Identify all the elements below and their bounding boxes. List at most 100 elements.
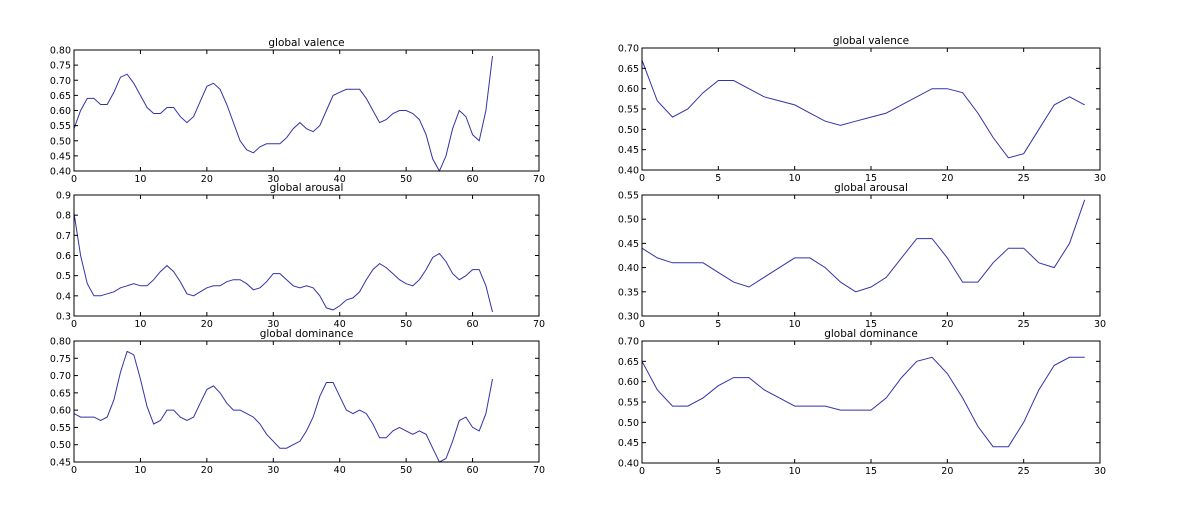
y-tick-label: 0.8 — [56, 211, 71, 222]
x-tick-label: 70 — [533, 319, 545, 330]
series-line — [641, 199, 1086, 293]
y-tick-label: 0.75 — [50, 354, 71, 365]
subplot-title: global valence — [268, 37, 344, 49]
y-tick-label: 0.60 — [618, 84, 639, 95]
series-line — [73, 350, 493, 463]
x-tick-label: 20 — [201, 174, 213, 185]
x-tick-label: 15 — [865, 319, 877, 330]
subplot-title: global dominance — [260, 328, 354, 340]
y-tick-label: 0.55 — [50, 423, 71, 434]
y-tick-label: 0.30 — [618, 312, 639, 323]
y-tick-label: 0.65 — [50, 91, 71, 102]
x-tick-label: 30 — [1094, 173, 1106, 184]
x-tick-label: 20 — [201, 319, 213, 330]
y-tick-label: 0.9 — [56, 191, 71, 202]
y-tick-label: 0.45 — [50, 151, 71, 162]
y-tick-label: 0.45 — [618, 145, 639, 156]
y-tick-label: 0.60 — [50, 406, 71, 417]
series-line — [641, 60, 1085, 159]
y-tick-label: 0.50 — [618, 125, 639, 136]
axes-frame — [73, 340, 540, 463]
y-tick-label: 0.80 — [50, 337, 71, 348]
subplot-4: 0 5 10 15 20 25 30 0.40 0.45 0.50 0.55 0.60 0.65 0.70… — [618, 35, 1106, 184]
y-tick-label: 0.50 — [618, 418, 639, 429]
x-tick-label: 50 — [400, 174, 412, 185]
x-tick-label: 5 — [715, 173, 721, 184]
x-tick-label: 5 — [715, 466, 721, 477]
x-tick-label: 25 — [1018, 173, 1030, 184]
x-tick-label: 15 — [865, 173, 877, 184]
y-tick-label: 0.65 — [618, 357, 639, 368]
x-tick-label: 70 — [533, 465, 545, 476]
x-tick-label: 5 — [715, 319, 721, 330]
x-tick-label: 10 — [789, 319, 801, 330]
subplot-6: 0 5 10 15 20 25 30 0.40 0.45 0.50 0.55 0.60 0.65 0.70… — [618, 328, 1106, 477]
axes-frame — [641, 47, 1101, 171]
subplot-5: 0 5 10 15 20 25 30 0.30 0.35 0.40 0.45 0.50 0.55 glob… — [618, 182, 1106, 330]
series-line — [73, 56, 493, 173]
subplot-2: 0 10 20 30 40 50 60 70 0.3 0.4 0.5 0.6 0.7 0.8 0.9 glob… — [56, 182, 545, 330]
y-tick-label: 0.4 — [56, 291, 71, 302]
y-tick-label: 0.70 — [618, 44, 639, 55]
y-tick-label: 0.55 — [50, 121, 71, 132]
y-tick-label: 0.65 — [618, 64, 639, 75]
subplot-title: global valence — [833, 35, 909, 47]
x-tick-label: 50 — [400, 465, 412, 476]
x-tick-label: 0 — [639, 319, 645, 330]
x-tick-label: 40 — [334, 319, 346, 330]
y-tick-label: 0.55 — [618, 398, 639, 409]
y-tick-label: 0.6 — [56, 251, 71, 262]
x-tick-label: 10 — [789, 173, 801, 184]
x-tick-label: 30 — [267, 174, 279, 185]
y-tick-label: 0.65 — [50, 388, 71, 399]
x-tick-label: 0 — [639, 466, 645, 477]
y-tick-label: 0.40 — [50, 167, 71, 178]
y-tick-label: 0.50 — [618, 215, 639, 226]
subplot-1: 0 10 20 30 40 50 60 70 0.40 0.45 0.50 0.55 0.60 0.65 0… — [50, 37, 545, 185]
y-tick-label: 0.45 — [50, 458, 71, 469]
y-tick-label: 0.75 — [50, 61, 71, 72]
x-tick-label: 10 — [134, 174, 146, 185]
y-tick-label: 0.35 — [618, 287, 639, 298]
x-tick-label: 60 — [467, 319, 479, 330]
subplot-3: 0 10 20 30 40 50 60 70 0.45 0.50 0.55 0.60 0.65 0.70 0… — [50, 328, 545, 476]
subplot-title: global dominance — [824, 328, 918, 340]
y-tick-label: 0.40 — [618, 459, 639, 470]
x-tick-label: 20 — [201, 465, 213, 476]
y-tick-label: 0.7 — [56, 231, 71, 242]
y-tick-label: 0.70 — [50, 76, 71, 87]
x-tick-label: 50 — [400, 319, 412, 330]
y-tick-label: 0.55 — [618, 105, 639, 116]
y-tick-label: 0.70 — [50, 371, 71, 382]
x-tick-label: 70 — [533, 174, 545, 185]
axes-frame — [73, 194, 540, 317]
subplot-title: global arousal — [834, 182, 908, 194]
x-tick-label: 10 — [134, 319, 146, 330]
x-tick-label: 0 — [639, 173, 645, 184]
x-tick-label: 30 — [267, 465, 279, 476]
x-tick-label: 15 — [865, 466, 877, 477]
x-tick-label: 30 — [267, 319, 279, 330]
y-tick-label: 0.50 — [50, 136, 71, 147]
y-tick-label: 0.5 — [56, 271, 71, 282]
y-tick-label: 0.40 — [618, 166, 639, 177]
x-tick-label: 40 — [334, 465, 346, 476]
y-tick-label: 0.45 — [618, 438, 639, 449]
y-tick-label: 0.40 — [618, 263, 639, 274]
y-tick-label: 0.50 — [50, 440, 71, 451]
y-tick-label: 0.70 — [618, 337, 639, 348]
x-tick-label: 25 — [1018, 319, 1030, 330]
y-tick-label: 0.45 — [618, 239, 639, 250]
x-tick-label: 20 — [941, 466, 953, 477]
subplot-title: global arousal — [270, 182, 344, 194]
x-tick-label: 20 — [941, 319, 953, 330]
x-tick-label: 30 — [1094, 466, 1106, 477]
x-tick-label: 25 — [1018, 466, 1030, 477]
x-tick-label: 0 — [71, 319, 77, 330]
x-tick-label: 30 — [1094, 319, 1106, 330]
axes-frame — [73, 49, 540, 172]
x-tick-label: 60 — [467, 174, 479, 185]
x-tick-label: 20 — [941, 173, 953, 184]
y-tick-label: 0.80 — [50, 46, 71, 57]
